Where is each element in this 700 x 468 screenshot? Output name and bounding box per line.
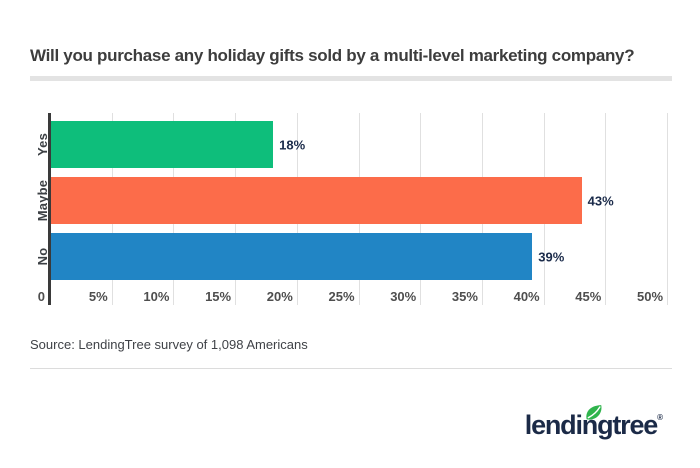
gridline-cell: 50%	[606, 113, 669, 305]
bar-row: Maybe 43%	[35, 177, 668, 224]
x-tick-label: 5%	[88, 289, 108, 304]
x-tick-label: 50%	[637, 289, 664, 304]
lendingtree-logo: lendingtree®	[525, 403, 663, 445]
chart-title: Will you purchase any holiday gifts sold…	[30, 46, 635, 65]
bar-no	[51, 233, 533, 280]
x-tick-label: 20%	[266, 289, 293, 304]
source-text: Source: LendingTree survey of 1,098 Amer…	[30, 337, 308, 352]
bar-maybe	[51, 177, 582, 224]
x-tick-label: 25%	[328, 289, 355, 304]
value-label: 43%	[587, 193, 614, 208]
x-tick-label: 45%	[575, 289, 602, 304]
registered-mark: ®	[657, 413, 663, 422]
x-tick-label: 30%	[390, 289, 417, 304]
footer-divider	[30, 368, 672, 369]
x-tick-label-zero: 0	[37, 289, 45, 304]
x-tick-label: 15%	[205, 289, 232, 304]
value-label: 39%	[538, 249, 565, 264]
value-label: 18%	[279, 137, 306, 152]
y-axis-line	[48, 113, 51, 305]
leaf-icon	[586, 405, 602, 420]
bar-yes	[51, 121, 274, 168]
x-tick-label: 10%	[143, 289, 170, 304]
bar-chart-plot-area: 5% 10% 15% 20% 25% 30% 35% 40% 45% 50% 0 Yes 18% Ma…	[35, 113, 669, 305]
x-tick-label: 35%	[451, 289, 478, 304]
bar-row: No 39%	[35, 233, 668, 280]
title-divider	[30, 76, 672, 81]
x-tick-label: 40%	[513, 289, 540, 304]
bar-row: Yes 18%	[35, 121, 668, 168]
gridline-cell: 45%	[545, 113, 607, 305]
